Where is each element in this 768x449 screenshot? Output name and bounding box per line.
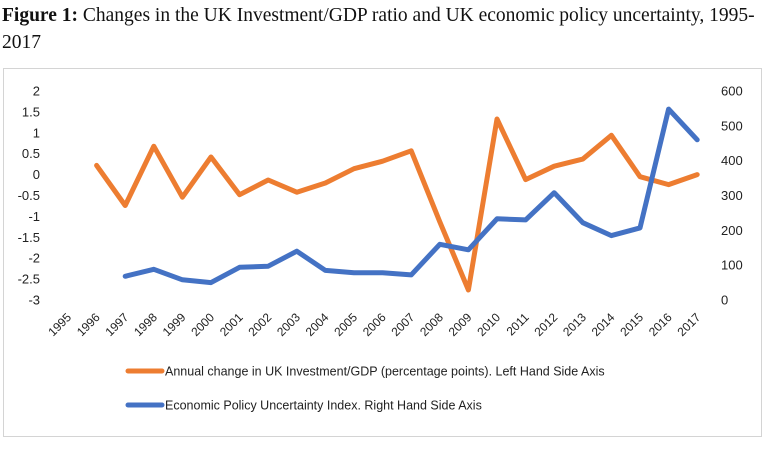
- legend-label: Annual change in UK Investment/GDP (perc…: [165, 365, 605, 379]
- right-axis-tick-label: 100: [721, 258, 743, 273]
- legend: Annual change in UK Investment/GDP (perc…: [125, 365, 605, 413]
- x-axis-tick-label: 2013: [560, 310, 589, 339]
- x-axis-tick-label: 1996: [74, 310, 103, 339]
- x-axis-tick-label: 1998: [131, 310, 160, 339]
- right-axis-tick-label: 300: [721, 188, 743, 203]
- left-axis-tick-label: -2: [28, 251, 40, 266]
- left-axis-tick-label: -1: [28, 209, 40, 224]
- legend-label: Economic Policy Uncertainty Index. Right…: [165, 399, 482, 413]
- x-axis-tick-label: 2010: [474, 310, 503, 339]
- left-axis-tick-label: -1.5: [18, 230, 40, 245]
- left-axis: 2 1.5 1 0.5 0 -0.5 -1 -1.5 -2 -2.5 -3: [18, 84, 40, 308]
- left-axis-tick-label: -2.5: [18, 272, 40, 287]
- x-axis-tick-label: 2011: [504, 310, 532, 338]
- figure-title: Changes in the UK Investment/GDP ratio a…: [2, 5, 755, 53]
- x-axis-tick-label: 1997: [103, 310, 132, 339]
- x-axis-tick-label: 2003: [274, 310, 303, 339]
- x-axis-tick-label: 2015: [617, 310, 646, 339]
- right-axis-tick-label: 400: [721, 153, 743, 168]
- x-axis: 1995 1996 1997 1998 1999 2000 2001 2002 2003 2004…: [45, 310, 703, 339]
- right-axis: 600 500 400 300 200 100 0: [721, 84, 743, 308]
- x-axis-tick-label: 2012: [532, 310, 561, 339]
- right-axis-tick-label: 0: [721, 293, 728, 308]
- x-axis-tick-label: 2001: [217, 310, 246, 339]
- left-axis-tick-label: -3: [28, 293, 40, 308]
- x-axis-tick-label: 2016: [646, 310, 675, 339]
- x-axis-tick-label: 2004: [303, 310, 332, 339]
- left-axis-tick-label: -0.5: [18, 188, 40, 203]
- left-axis-tick-label: 0.5: [22, 146, 40, 161]
- x-axis-tick-label: 2014: [589, 310, 618, 339]
- x-axis-tick-label: 2006: [360, 310, 389, 339]
- chart-frame: [3, 68, 762, 437]
- series-line-investment: [94, 116, 700, 293]
- right-axis-tick-label: 600: [721, 84, 743, 99]
- x-axis-tick-label: 2002: [246, 310, 275, 339]
- figure-caption: Figure 1: Changes in the UK Investment/G…: [2, 2, 766, 56]
- left-axis-tick-label: 2: [33, 84, 40, 99]
- x-axis-tick-label: 2008: [417, 310, 446, 339]
- left-axis-tick-label: 0: [33, 167, 40, 182]
- figure-label: Figure 1:: [2, 5, 79, 26]
- x-axis-tick-label: 1999: [160, 310, 189, 339]
- x-axis-tick-label: 2005: [331, 310, 360, 339]
- x-axis-tick-label: 2009: [446, 310, 475, 339]
- x-axis-tick-label: 2007: [389, 310, 418, 339]
- x-axis-tick-label: 1995: [45, 310, 74, 339]
- x-axis-tick-label: 2000: [188, 310, 217, 339]
- left-axis-tick-label: 1: [33, 125, 40, 140]
- left-axis-tick-label: 1.5: [22, 104, 40, 119]
- right-axis-tick-label: 500: [721, 118, 743, 133]
- x-axis-tick-label: 2017: [675, 310, 704, 339]
- plot-area: [94, 106, 700, 293]
- right-axis-tick-label: 200: [721, 223, 743, 238]
